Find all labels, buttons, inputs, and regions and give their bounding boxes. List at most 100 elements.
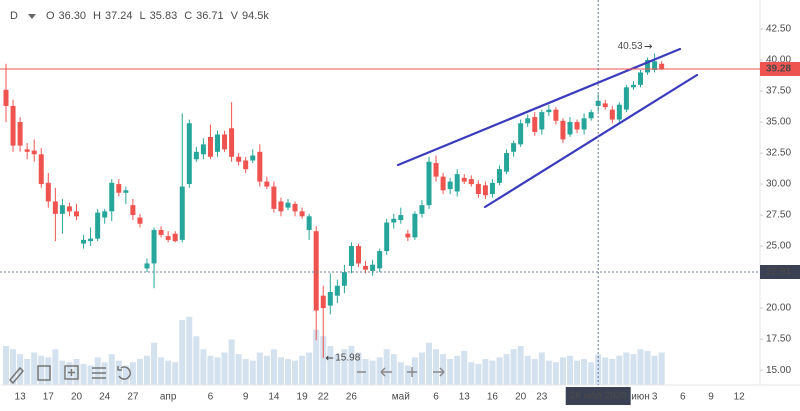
x-tick-label: 27 [127,392,139,403]
volume-bar [52,349,59,385]
undo-icon[interactable] [117,366,131,380]
volume-bar [341,349,348,385]
candle-body [88,238,94,242]
volume-bar [214,357,221,385]
volume-bar [390,354,397,385]
y-tick-label: 42.50 [766,24,791,35]
scroll-left[interactable] [380,367,392,377]
candle-body [95,212,101,239]
volume-bar [574,360,581,385]
y-tick-label: 35.00 [766,117,791,128]
add-plus [68,369,75,376]
candle-body [179,186,185,240]
settings-icon[interactable] [92,367,106,379]
volume-bar [108,354,115,385]
candle-body [433,162,439,177]
candle-body [652,61,658,70]
volume-bar [193,336,200,385]
candle-body [504,153,510,172]
volume-bar [524,355,531,385]
x-tick-label: 17 [43,392,55,403]
note-icon[interactable] [37,365,51,381]
volume-bar [228,339,235,385]
volume-bar [144,355,150,385]
candle-body [553,109,559,121]
candle-body [419,205,425,214]
volume-bar [510,349,517,385]
x-tick-label: 9 [243,392,249,403]
volume-bar [221,352,228,385]
volume-bar [348,346,355,385]
volume-bar [263,355,270,385]
candle-body [497,169,502,183]
volume-bar [468,362,475,385]
volume-bar [404,365,411,385]
volume-bar [538,352,545,385]
candle-body [24,149,30,152]
volume-bar [609,359,616,385]
x-tick-label: 24 [99,392,111,403]
candle-body [638,72,643,85]
navigation[interactable] [357,367,445,377]
candle-body [102,211,108,218]
volume-bar [129,362,136,385]
volume-bar [270,349,277,385]
volume-bar [186,316,193,385]
x-tick-label: 9 [708,392,714,403]
x-tick-label: июн [631,392,650,403]
volume-bar [440,354,447,385]
volume-bar [172,362,179,385]
crosshair-price-box [760,265,800,280]
volume-bar [376,357,383,385]
candle-body [539,112,545,130]
volume-bar [285,359,291,385]
candle-body [447,181,453,190]
candle-body [229,128,235,157]
legend-value: 36.30 [59,10,87,22]
volume-bar [517,346,524,385]
volume-bar [482,359,489,385]
volume-bar [559,357,566,385]
candle-body [659,63,665,69]
y-tick-label: 17.50 [766,334,791,345]
zoom-in[interactable] [407,367,417,377]
volume-bar [115,360,122,385]
candle-body [144,263,150,269]
volume-bar [122,365,129,385]
legend-key: O [46,10,55,22]
volume-bar [447,359,454,385]
scroll-right[interactable] [433,367,445,377]
interval-label[interactable]: D [10,10,18,22]
volume-bar [306,352,313,385]
volume-bar [179,320,186,385]
interval-dropdown[interactable] [27,14,36,19]
volume-bar [256,352,263,385]
candle-body [546,109,552,113]
candle-body [52,201,58,214]
candle-body [398,215,404,221]
volume-bar [552,362,559,385]
candle-body [207,136,213,157]
y-tick-label: 15.00 [766,365,791,376]
add-icon[interactable] [64,365,79,380]
volume-bar [207,355,214,385]
candle-body [151,229,157,264]
volume-bar [249,360,256,385]
pencil-icon[interactable] [8,366,25,385]
candle-body [468,179,474,185]
volume-bar [59,360,66,385]
candle-body [412,213,418,238]
volume-bar [277,357,284,385]
candle-body [299,211,305,217]
candle-body [10,105,16,146]
volume-bar [242,359,249,385]
candle-body [341,272,347,286]
volume-bar [151,342,158,385]
volume-bar [369,360,376,385]
drawing-tools[interactable] [8,365,131,385]
y-tick-label: 40.00 [766,55,791,66]
volume-bar [235,354,242,385]
volume-bar [637,349,644,385]
candle-body [560,120,566,140]
candle-body [327,291,333,306]
